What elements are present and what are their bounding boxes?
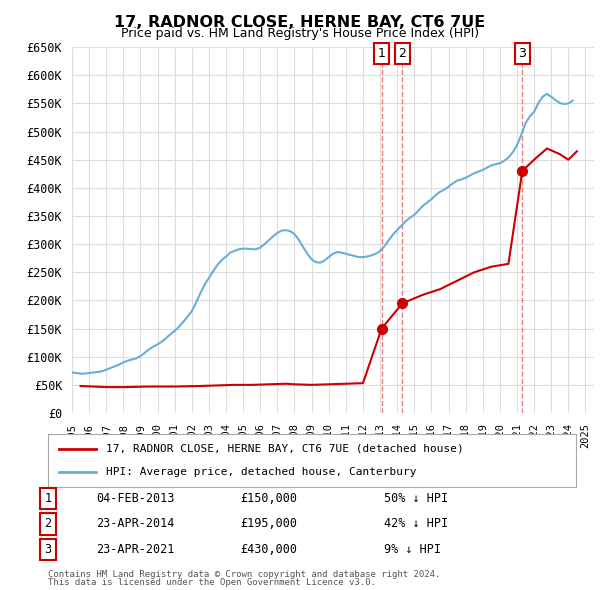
Text: 17, RADNOR CLOSE, HERNE BAY, CT6 7UE (detached house): 17, RADNOR CLOSE, HERNE BAY, CT6 7UE (de… bbox=[106, 444, 464, 454]
Text: HPI: Average price, detached house, Canterbury: HPI: Average price, detached house, Cant… bbox=[106, 467, 416, 477]
Text: 23-APR-2014: 23-APR-2014 bbox=[96, 517, 175, 530]
Text: 23-APR-2021: 23-APR-2021 bbox=[96, 543, 175, 556]
Text: 17, RADNOR CLOSE, HERNE BAY, CT6 7UE: 17, RADNOR CLOSE, HERNE BAY, CT6 7UE bbox=[115, 15, 485, 30]
Text: £150,000: £150,000 bbox=[240, 492, 297, 505]
Text: Contains HM Land Registry data © Crown copyright and database right 2024.: Contains HM Land Registry data © Crown c… bbox=[48, 571, 440, 579]
Text: 04-FEB-2013: 04-FEB-2013 bbox=[96, 492, 175, 505]
Text: 3: 3 bbox=[44, 543, 52, 556]
Text: This data is licensed under the Open Government Licence v3.0.: This data is licensed under the Open Gov… bbox=[48, 578, 376, 587]
Text: 2: 2 bbox=[44, 517, 52, 530]
Text: £195,000: £195,000 bbox=[240, 517, 297, 530]
Text: 2: 2 bbox=[398, 47, 406, 60]
Text: £430,000: £430,000 bbox=[240, 543, 297, 556]
Text: Price paid vs. HM Land Registry's House Price Index (HPI): Price paid vs. HM Land Registry's House … bbox=[121, 27, 479, 40]
Text: 9% ↓ HPI: 9% ↓ HPI bbox=[384, 543, 441, 556]
Text: 50% ↓ HPI: 50% ↓ HPI bbox=[384, 492, 448, 505]
Text: 3: 3 bbox=[518, 47, 526, 60]
Text: 1: 1 bbox=[44, 492, 52, 505]
Text: 1: 1 bbox=[377, 47, 386, 60]
Text: 42% ↓ HPI: 42% ↓ HPI bbox=[384, 517, 448, 530]
